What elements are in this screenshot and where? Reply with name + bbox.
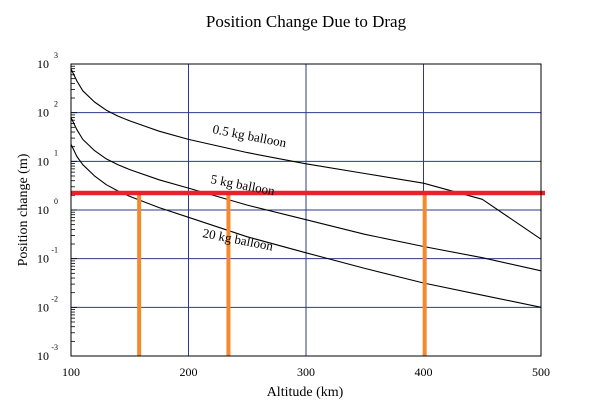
series-line-1 (70, 117, 542, 272)
y-tick-label: 10 (37, 300, 49, 314)
markers-layer (71, 190, 545, 356)
y-tick-label: 10 (37, 349, 49, 363)
y-tick-exponent: 3 (54, 51, 58, 60)
y-tick-label: 10 (37, 106, 49, 120)
y-tick-exponent: -2 (51, 294, 58, 303)
y-tick-label: 10 (37, 154, 49, 168)
y-tick-exponent: 0 (54, 197, 58, 206)
plot-frame (70, 63, 542, 357)
y-tick-label: 10 (37, 203, 49, 217)
grid (71, 64, 541, 356)
series-line-2 (70, 144, 542, 308)
y-axis-label: Position change (m) (16, 153, 31, 266)
y-tick-exponent: -3 (51, 343, 58, 352)
x-tick-labels: 100 200 300 400 500 (62, 365, 550, 379)
y-tick-exponent: 2 (54, 100, 58, 109)
y-tick-exponent: -1 (51, 246, 58, 255)
minor-ticks (71, 65, 77, 357)
y-tick-label: 10 (37, 57, 49, 71)
x-tick-label: 200 (180, 365, 198, 379)
series-line-0 (70, 68, 542, 240)
x-tick-label: 400 (415, 365, 433, 379)
x-axis-label: Altitude (km) (267, 385, 344, 400)
chart-title: Position Change Due to Drag (206, 12, 407, 31)
series-layer (70, 68, 542, 308)
x-tick-label: 500 (532, 365, 550, 379)
x-tick-label: 100 (62, 365, 80, 379)
y-tick-label: 10 (37, 252, 49, 266)
x-tick-label: 300 (297, 365, 315, 379)
y-tick-exponent: 1 (54, 148, 58, 157)
